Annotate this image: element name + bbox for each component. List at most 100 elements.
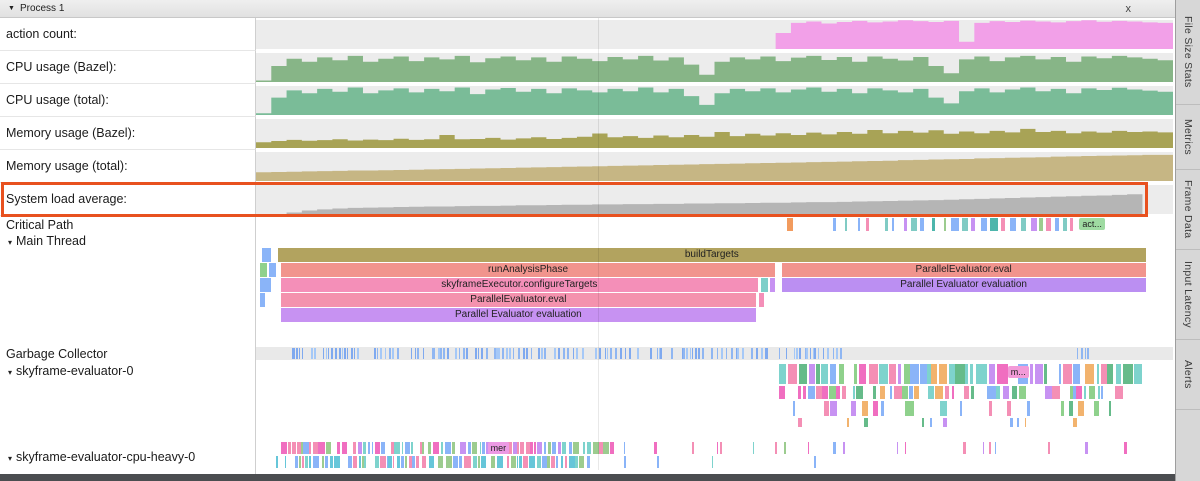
trace-block[interactable] bbox=[1115, 364, 1122, 384]
tab-file-size-stats[interactable]: File Size Stats bbox=[1176, 0, 1200, 105]
trace-block[interactable] bbox=[427, 442, 431, 454]
trace-block[interactable] bbox=[1051, 386, 1060, 399]
critical-path-slice[interactable] bbox=[891, 218, 894, 231]
trace-block[interactable] bbox=[897, 442, 899, 454]
counter-area-chart[interactable] bbox=[256, 53, 1173, 82]
trace-block[interactable] bbox=[988, 442, 991, 454]
critical-path-slice[interactable] bbox=[1046, 218, 1052, 231]
trace-block[interactable] bbox=[960, 401, 963, 416]
trace-block[interactable] bbox=[806, 348, 809, 359]
trace-block[interactable] bbox=[637, 348, 639, 359]
trace-block[interactable] bbox=[428, 456, 435, 468]
trace-block[interactable] bbox=[348, 456, 352, 468]
skyframe-evaluator-0-timeline[interactable]: m... bbox=[256, 362, 1175, 430]
trace-block[interactable] bbox=[405, 456, 408, 468]
flame-slice[interactable]: Parallel Evaluator evaluation bbox=[280, 308, 756, 322]
trace-block[interactable] bbox=[609, 442, 615, 454]
trace-block[interactable] bbox=[878, 364, 889, 384]
trace-block[interactable] bbox=[756, 348, 759, 359]
trace-block[interactable] bbox=[955, 364, 966, 384]
trace-block[interactable] bbox=[927, 364, 931, 384]
trace-block[interactable] bbox=[995, 386, 1000, 399]
trace-block[interactable] bbox=[422, 456, 427, 468]
trace-block[interactable] bbox=[542, 456, 548, 468]
trace-block[interactable] bbox=[463, 348, 465, 359]
trace-block[interactable] bbox=[325, 348, 328, 359]
trace-block[interactable] bbox=[297, 442, 301, 454]
trace-block[interactable] bbox=[443, 348, 445, 359]
trace-block[interactable] bbox=[586, 456, 590, 468]
trace-block[interactable] bbox=[386, 456, 389, 468]
trace-block[interactable] bbox=[681, 348, 684, 359]
trace-block[interactable] bbox=[820, 364, 829, 384]
close-button[interactable]: x bbox=[1125, 2, 1132, 15]
trace-block[interactable] bbox=[879, 386, 885, 399]
trace-block[interactable] bbox=[711, 456, 714, 468]
trace-block[interactable] bbox=[1134, 364, 1143, 384]
trace-block[interactable] bbox=[412, 456, 416, 468]
trace-block[interactable] bbox=[301, 442, 304, 454]
trace-block[interactable] bbox=[313, 442, 318, 454]
trace-block[interactable] bbox=[873, 386, 877, 399]
trace-block[interactable] bbox=[1097, 386, 1100, 399]
trace-block[interactable] bbox=[308, 456, 312, 468]
trace-block[interactable] bbox=[352, 442, 357, 454]
critical-path-slice[interactable] bbox=[1010, 218, 1017, 231]
skyframe-evaluator-cpu-heavy-0-timeline[interactable]: mer bbox=[256, 440, 1175, 481]
trace-block[interactable] bbox=[841, 386, 846, 399]
trace-block[interactable] bbox=[311, 348, 313, 359]
trace-block[interactable] bbox=[304, 456, 309, 468]
trace-block[interactable] bbox=[802, 386, 806, 399]
trace-block[interactable] bbox=[989, 401, 993, 416]
trace-block[interactable] bbox=[517, 442, 520, 454]
trace-block[interactable] bbox=[836, 386, 841, 399]
trace-block[interactable] bbox=[1106, 364, 1114, 384]
trace-block[interactable] bbox=[660, 348, 663, 359]
critical-path-slice[interactable] bbox=[950, 218, 959, 231]
trace-block[interactable] bbox=[623, 442, 626, 454]
trace-block[interactable] bbox=[511, 456, 516, 468]
trace-block[interactable] bbox=[592, 442, 599, 454]
trace-block[interactable] bbox=[604, 348, 606, 359]
trace-block[interactable] bbox=[1085, 442, 1089, 454]
trace-block[interactable] bbox=[822, 348, 825, 359]
trace-block[interactable] bbox=[564, 456, 567, 468]
trace-block[interactable] bbox=[516, 456, 519, 468]
trace-block[interactable] bbox=[410, 348, 413, 359]
trace-block[interactable] bbox=[861, 401, 868, 416]
trace-block[interactable] bbox=[569, 442, 572, 454]
counter-area-chart[interactable] bbox=[256, 152, 1173, 181]
trace-block[interactable] bbox=[453, 456, 459, 468]
trace-block[interactable] bbox=[547, 456, 550, 468]
trace-block[interactable] bbox=[444, 442, 452, 454]
trace-block[interactable] bbox=[281, 442, 287, 454]
trace-block[interactable] bbox=[481, 442, 486, 454]
trace-block[interactable] bbox=[381, 442, 385, 454]
trace-block[interactable] bbox=[361, 456, 364, 468]
critical-path-slice[interactable] bbox=[932, 218, 936, 231]
trace-block[interactable] bbox=[702, 348, 704, 359]
trace-block[interactable] bbox=[864, 418, 869, 427]
trace-block[interactable] bbox=[904, 442, 907, 454]
trace-block[interactable] bbox=[1081, 348, 1084, 359]
trace-block[interactable] bbox=[629, 348, 632, 359]
trace-block[interactable] bbox=[654, 442, 658, 454]
trace-block[interactable] bbox=[1003, 386, 1010, 399]
trace-block[interactable] bbox=[793, 401, 796, 416]
trace-block[interactable] bbox=[298, 348, 300, 359]
trace-block[interactable] bbox=[752, 442, 755, 454]
trace-block[interactable] bbox=[919, 364, 927, 384]
trace-block[interactable] bbox=[544, 442, 546, 454]
trace-block[interactable] bbox=[778, 386, 785, 399]
trace-block[interactable] bbox=[852, 386, 855, 399]
trace-block[interactable] bbox=[359, 456, 362, 468]
trace-block[interactable] bbox=[810, 348, 812, 359]
trace-block[interactable] bbox=[520, 442, 525, 454]
flame-slice[interactable] bbox=[760, 278, 768, 292]
trace-block[interactable] bbox=[496, 456, 503, 468]
trace-block[interactable] bbox=[341, 348, 343, 359]
trace-block[interactable] bbox=[494, 348, 496, 359]
trace-block[interactable] bbox=[579, 456, 585, 468]
trace-block[interactable] bbox=[292, 442, 296, 454]
trace-block[interactable] bbox=[353, 456, 357, 468]
